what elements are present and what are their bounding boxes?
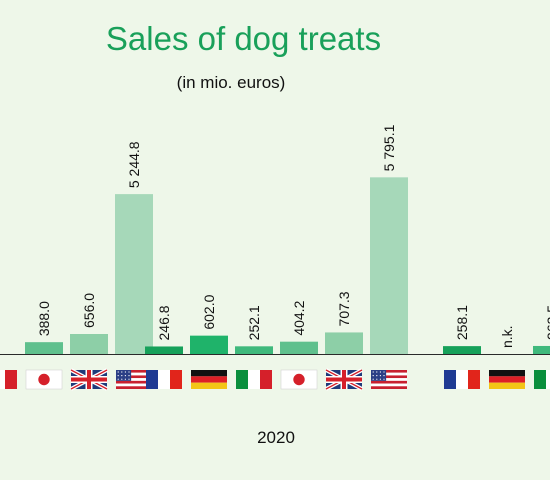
bar-g0-united-kingdom: [70, 334, 108, 354]
flag-g1-united-kingdom: [325, 368, 363, 391]
flag-g0-japan: [25, 369, 63, 390]
bar-g0-united-states: [115, 194, 153, 354]
data-label-g0-japan: 388.0: [36, 301, 52, 336]
flag-g1-united-states: [371, 370, 407, 389]
bar-g2-france: [443, 346, 481, 354]
group-label-2020: 2020: [257, 428, 295, 447]
chart-title: Sales of dog treats: [105, 20, 382, 57]
data-label-g0-united-states: 5 244.8: [126, 141, 142, 188]
data-label-g2-italy: 263.5: [544, 305, 550, 340]
bar-g0-japan: [25, 342, 63, 354]
flag-g1-japan: [280, 369, 318, 390]
data-label-g1-france: 246.8: [156, 305, 172, 340]
flag-g1-france: [146, 370, 182, 389]
bar-g1-united-kingdom: [325, 332, 363, 354]
flag-g2-italy: [534, 370, 550, 389]
bar-g1-italy: [235, 346, 273, 354]
data-label-g2-france: 258.1: [454, 305, 470, 340]
flag-g0-italy: [0, 370, 17, 389]
flag-g1-italy: [236, 370, 272, 389]
bar-g1-germany: [190, 335, 228, 354]
bar-g2-italy: [533, 345, 550, 354]
data-label-g1-germany: 602.0: [201, 294, 217, 329]
data-label-g1-united-states: 5 795.1: [381, 124, 397, 171]
data-label-g2-germany: n.k.: [499, 325, 515, 348]
data-label-g1-united-kingdom: 707.3: [336, 291, 352, 326]
flag-g1-germany: [191, 370, 227, 389]
bar-g1-france: [145, 346, 183, 354]
bar-g1-united-states: [370, 177, 408, 354]
data-label-g1-italy: 252.1: [246, 305, 262, 340]
chart-subtitle: (in mio. euros): [176, 73, 286, 92]
data-label-g1-japan: 404.2: [291, 300, 307, 335]
flag-g0-united-states: [116, 370, 152, 389]
flag-g2-france: [444, 370, 480, 389]
flag-g2-germany: [489, 370, 525, 389]
data-label-g0-united-kingdom: 656.0: [81, 293, 97, 328]
bar-g1-japan: [280, 341, 318, 354]
flag-g0-united-kingdom: [70, 368, 108, 391]
